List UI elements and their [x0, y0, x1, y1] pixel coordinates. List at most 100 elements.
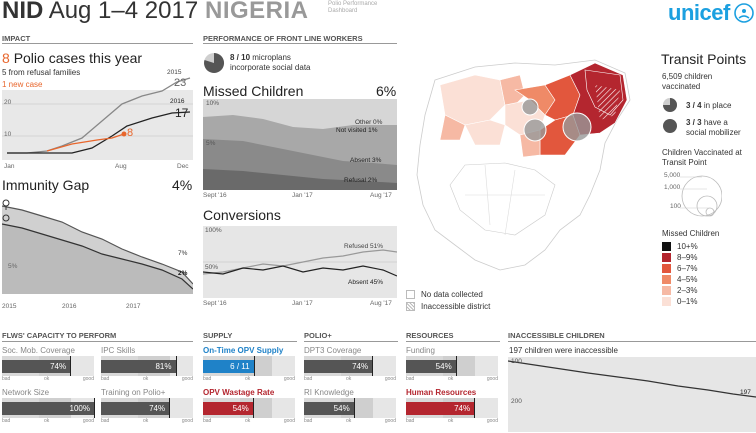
- bubble-label-100: 100: [670, 203, 681, 210]
- legend-label: 2–3%: [677, 286, 698, 295]
- kpi-marker: [70, 356, 72, 376]
- impact-y-tick-10: 10: [4, 131, 12, 138]
- polio-cases-title: Polio cases this year: [13, 50, 143, 66]
- resources-divider: [406, 341, 500, 342]
- immunity-gap-pct: 4%: [172, 177, 193, 193]
- kpi-scale-bad: bad: [2, 376, 11, 382]
- value-2016: 17: [175, 106, 189, 120]
- bubble-size-legend: [680, 175, 722, 217]
- kpi-scale: bad ok good: [101, 418, 193, 424]
- new-case-text: 1 new case: [2, 80, 43, 89]
- missed-x-tick-aug17: Aug '17: [370, 192, 392, 199]
- conversions-x-tick-jan17: Jan '17: [292, 300, 313, 307]
- conversions-absent-label: Absent 45%: [348, 279, 384, 286]
- microplans-label: microplans: [252, 53, 291, 62]
- microplans-text: 8 / 10 microplans: [230, 53, 291, 62]
- legend-label: 6–7%: [677, 264, 698, 273]
- kpi-scale-bad: bad: [304, 376, 313, 382]
- kpi-training-polio[interactable]: Training on Polio+ 74% bad ok good: [101, 388, 193, 424]
- kpi-ontime-opv-supply[interactable]: On-Time OPV Supply 6 / 11 bad ok good: [203, 346, 295, 382]
- children-vaccinated-title2: Transit Point: [662, 158, 707, 167]
- missed-children-legend-title: Missed Children: [662, 229, 720, 238]
- immunity-7pct-label: 7%: [178, 250, 188, 257]
- nigeria-map[interactable]: [405, 45, 650, 285]
- kpi-fill: 54%: [203, 401, 253, 415]
- kpi-marker: [455, 356, 457, 376]
- kpi-marker: [169, 398, 171, 418]
- immunity-gap-title: Immunity Gap: [2, 177, 90, 193]
- conversions-chart[interactable]: [203, 226, 397, 298]
- polio-cases-chart[interactable]: [2, 66, 193, 166]
- inaccessible-chart[interactable]: [508, 357, 756, 432]
- kpi-scale-good: good: [486, 376, 498, 382]
- missed-other-label: Other 0%: [355, 119, 383, 126]
- missed-children-title: Missed Children: [203, 83, 304, 99]
- kpi-human-resources[interactable]: Human Resources 74% bad ok good: [406, 388, 498, 424]
- kpi-scale-bad: bad: [101, 376, 110, 382]
- kpi-scale-bad: bad: [2, 418, 11, 424]
- capacity-divider: [2, 341, 193, 342]
- kpi-track: 81%: [101, 356, 193, 376]
- kpi-marker: [372, 356, 374, 376]
- legend-nodata-label: No data collected: [421, 290, 483, 299]
- missed-absent-label: Absent 3%: [350, 157, 382, 164]
- mobilizer-line2: social mobilizer: [686, 128, 741, 137]
- flw-divider: [203, 43, 397, 44]
- kpi-ri-knowledge[interactable]: RI Knowledge 54% bad ok good: [304, 388, 396, 424]
- kpi-fill: 54%: [406, 359, 456, 373]
- kpi-label: Network Size: [2, 388, 50, 397]
- legend-label: 8–9%: [677, 253, 698, 262]
- kpi-scale-bad: bad: [203, 376, 212, 382]
- inaccessible-tick-200: 200: [511, 398, 522, 405]
- legend-row: 6–7%: [662, 263, 698, 274]
- unicef-logo[interactable]: unicef: [668, 0, 730, 25]
- kpi-scale-good: good: [82, 376, 94, 382]
- mobilizer-text: 3 / 3 have a: [686, 118, 728, 127]
- missed-notvisited-label: Not visited 1%: [336, 127, 378, 134]
- inaccessible-section-title: INACCESSIBLE CHILDREN: [508, 331, 605, 340]
- kpi-scale-bad: bad: [406, 418, 415, 424]
- impact-divider: [2, 43, 193, 44]
- immunity-5pct-label: 5%: [8, 263, 18, 270]
- kpi-network-size[interactable]: Network Size 100% bad ok good: [2, 388, 95, 424]
- kpi-dpt3-coverage[interactable]: DPT3 Coverage 74% bad ok good: [304, 346, 396, 382]
- kpi-track: 74%: [406, 398, 498, 418]
- kpi-funding[interactable]: Funding 54% bad ok good: [406, 346, 498, 382]
- label-2016: 2016: [170, 98, 185, 105]
- kpi-track: 100%: [2, 398, 95, 418]
- header-nid: NID: [2, 0, 44, 24]
- transit-children-count: 6,509 children: [662, 72, 713, 81]
- legend-inaccessible-label: Inaccessible district: [421, 302, 491, 311]
- immunity-gap-chart[interactable]: [2, 194, 193, 300]
- kpi-marker: [253, 356, 255, 376]
- missed-children-chart[interactable]: [203, 99, 397, 190]
- label-2015: 2015: [167, 69, 182, 76]
- kpi-scale: bad ok good: [203, 376, 295, 382]
- mobilizer-count: 3 / 3: [686, 118, 702, 127]
- kpi-fill: 74%: [101, 401, 170, 415]
- kpi-track: 74%: [101, 398, 193, 418]
- value-2017: 8: [127, 127, 134, 139]
- kpi-fill: 74%: [406, 401, 475, 415]
- inaccessible-end-label: 197: [740, 389, 751, 396]
- kpi-marker: [175, 356, 177, 376]
- impact-section-title: IMPACT: [2, 34, 31, 43]
- kpi-scale-bad: bad: [304, 418, 313, 424]
- supply-divider: [203, 341, 297, 342]
- kpi-track: 74%: [304, 356, 396, 376]
- legend-inaccessible-swatch: [406, 302, 415, 311]
- kpi-scale-good: good: [82, 418, 94, 424]
- header-title: NID Aug 1–4 2017: [2, 0, 198, 25]
- kpi-scale-ok: ok: [447, 418, 454, 424]
- impact-x-tick-dec: Dec: [177, 163, 189, 170]
- kpi-opv-wastage-rate[interactable]: OPV Wastage Rate 54% bad ok good: [203, 388, 295, 424]
- header-subtitle: Polio Performance Dashboard: [328, 1, 378, 14]
- legend-swatch: [662, 253, 671, 262]
- kpi-ipc-skills[interactable]: IPC Skills 81% bad ok good: [101, 346, 193, 382]
- kpi-scale-ok: ok: [43, 376, 50, 382]
- kpi-scale-ok: ok: [142, 418, 149, 424]
- children-vaccinated-title: Children Vaccinated at: [662, 148, 742, 157]
- kpi-soc-mob-coverage[interactable]: Soc. Mob. Coverage 74% bad ok good: [2, 346, 94, 382]
- kpi-scale: bad ok good: [203, 418, 295, 424]
- kpi-fill: 81%: [101, 359, 176, 373]
